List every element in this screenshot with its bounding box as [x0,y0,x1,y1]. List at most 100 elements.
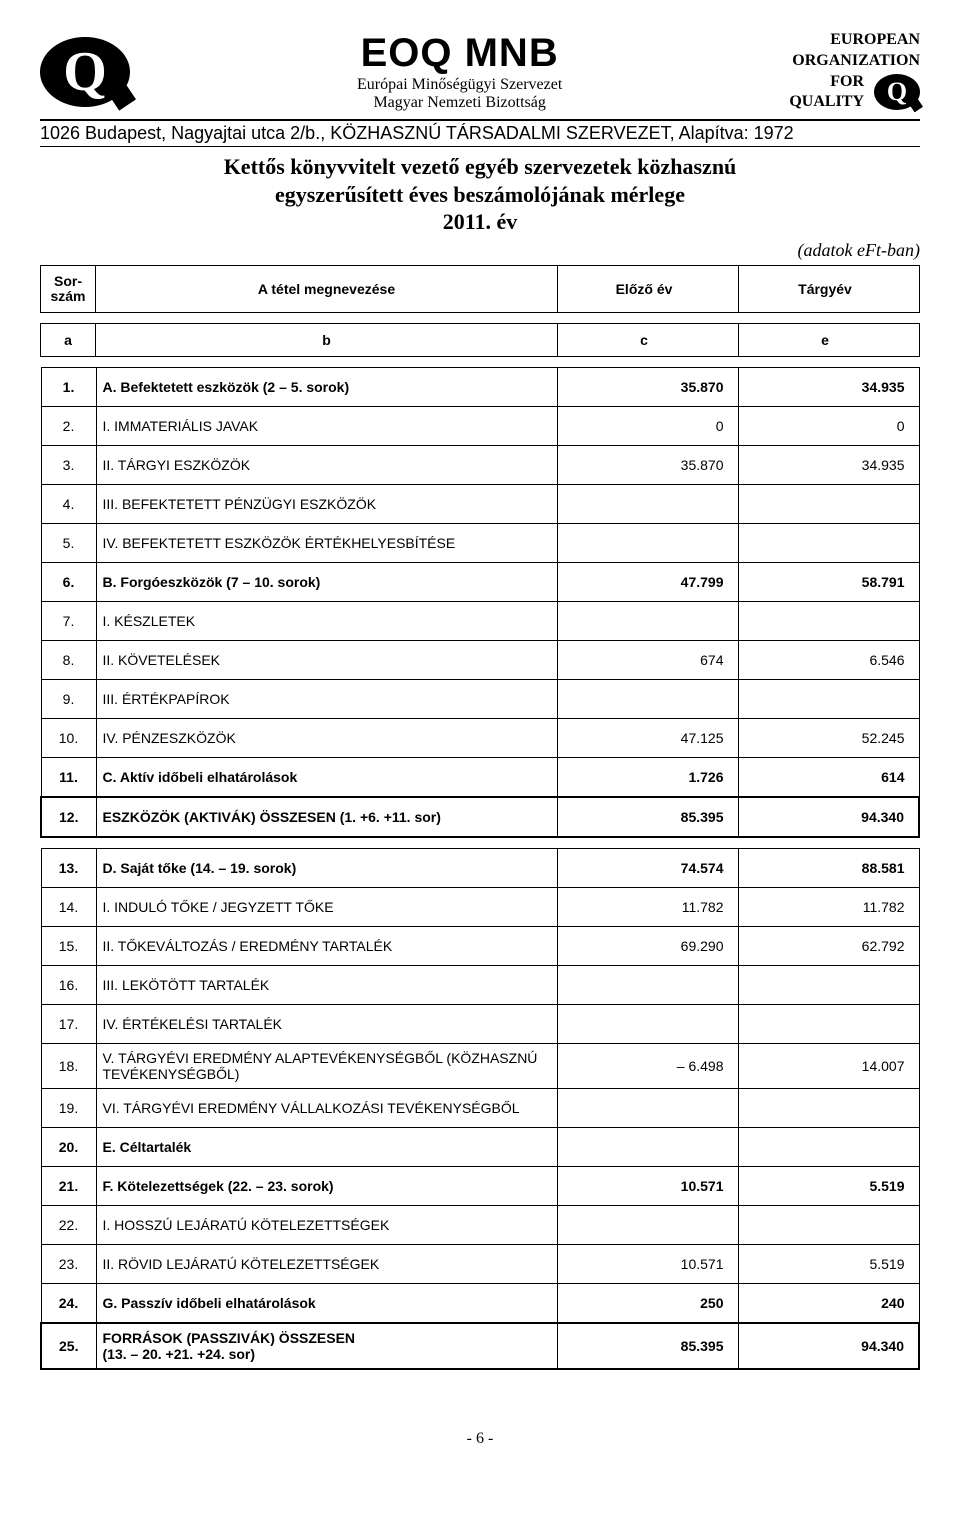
table-header-row2: a b c e [41,324,920,357]
row-number: 15. [41,927,96,966]
row-name: III. LEKÖTÖTT TARTALÉK [96,966,557,1005]
row-prev-value: 69.290 [557,927,738,966]
row-name: VI. TÁRGYÉVI EREDMÉNY VÁLLALKOZÁSI TEVÉK… [96,1089,557,1128]
logo-right-line4: QUALITY [789,92,864,113]
row-number: 9. [41,680,96,719]
row-prev-value [557,1206,738,1245]
row-number: 17. [41,1005,96,1044]
table-row: 16.III. LEKÖTÖTT TARTALÉK [41,966,919,1005]
row-name: II. TÁRGYI ESZKÖZÖK [96,446,557,485]
row-prev-value: 85.395 [557,1323,738,1369]
row-prev-value: 1.726 [557,758,738,798]
table-row: 22.I. HOSSZÚ LEJÁRATÚ KÖTELEZETTSÉGEK [41,1206,919,1245]
row-name: ESZKÖZÖK (AKTIVÁK) ÖSSZESEN (1. +6. +11.… [96,797,557,837]
row-curr-value: 11.782 [738,888,919,927]
table-row: 18.V. TÁRGYÉVI EREDMÉNY ALAPTEVÉKENYSÉGB… [41,1044,919,1089]
logo-sub2: Magyar Nemzeti Bizottság [357,94,562,112]
row-curr-value: 0 [738,407,919,446]
table-row: 1.A. Befektetett eszközök (2 – 5. sorok)… [41,368,919,407]
row-curr-value [738,1089,919,1128]
row-curr-value: 5.519 [738,1167,919,1206]
row-number: 2. [41,407,96,446]
row-curr-value: 94.340 [738,797,919,837]
table-row: 10.IV. PÉNZESZKÖZÖK47.12552.245 [41,719,919,758]
head-a: a [41,324,96,357]
row-prev-value [557,602,738,641]
row-number: 3. [41,446,96,485]
table-header-row1: Sor-szám A tétel megnevezése Előző év Tá… [41,265,920,313]
logo-main-text: EOQ MNB [357,31,562,76]
row-name: III. ÉRTÉKPAPÍROK [96,680,557,719]
row-number: 16. [41,966,96,1005]
table-row: 5.IV. BEFEKTETETT ESZKÖZÖK ÉRTÉKHELYESBÍ… [41,524,919,563]
row-curr-value: 58.791 [738,563,919,602]
row-curr-value: 94.340 [738,1323,919,1369]
row-number: 12. [41,797,96,837]
divider-thick [40,119,920,121]
row-curr-value [738,485,919,524]
table-row: 25.FORRÁSOK (PASSZIVÁK) ÖSSZESEN (13. – … [41,1323,919,1369]
row-name: II. KÖVETELÉSEK [96,641,557,680]
row-name: IV. BEFEKTETETT ESZKÖZÖK ÉRTÉKHELYESBÍTÉ… [96,524,557,563]
row-number: 23. [41,1245,96,1284]
table-row: 13.D. Saját tőke (14. – 19. sorok)74.574… [41,849,919,888]
logo-center: EOQ MNB Európai Minőségügyi Szervezet Ma… [357,31,562,112]
address-line: 1026 Budapest, Nagyajtai utca 2/b., KÖZH… [40,123,920,144]
gap-1 [40,313,920,323]
page: Q EOQ MNB Európai Minőségügyi Szervezet … [40,30,920,1448]
row-number: 18. [41,1044,96,1089]
row-number: 21. [41,1167,96,1206]
row-curr-value: 6.546 [738,641,919,680]
logo-right-line3: FOR [789,72,864,93]
row-name: I. HOSSZÚ LEJÁRATÚ KÖTELEZETTSÉGEK [96,1206,557,1245]
row-prev-value: 74.574 [557,849,738,888]
row-prev-value [557,1128,738,1167]
page-footer: - 6 - [40,1430,920,1448]
row-curr-value: 62.792 [738,927,919,966]
head-sorszam: Sor-szám [41,265,96,313]
row-name: E. Céltartalék [96,1128,557,1167]
divider-thin [40,146,920,147]
row-prev-value: 47.799 [557,563,738,602]
row-name: I. INDULÓ TŐKE / JEGYZETT TŐKE [96,888,557,927]
row-curr-value [738,524,919,563]
table-row: 3.II. TÁRGYI ESZKÖZÖK35.87034.935 [41,446,919,485]
row-name: FORRÁSOK (PASSZIVÁK) ÖSSZESEN (13. – 20.… [96,1323,557,1369]
row-name: I. KÉSZLETEK [96,602,557,641]
row-prev-value [557,485,738,524]
q-big-letter: Q [63,44,107,100]
q-small-letter: Q [887,75,907,109]
logo-right-line2: ORGANIZATION [789,51,920,72]
table-row: 2.I. IMMATERIÁLIS JAVAK00 [41,407,919,446]
doc-title: Kettős könyvvitelt vezető egyéb szerveze… [40,153,920,236]
data-table-segment: 1.A. Befektetett eszközök (2 – 5. sorok)… [40,367,920,838]
table-row: 21.F. Kötelezettségek (22. – 23. sorok)1… [41,1167,919,1206]
logo-sub1: Európai Minőségügyi Szervezet [357,76,562,94]
row-curr-value [738,680,919,719]
q-small-icon: Q [874,74,920,110]
table-body: 1.A. Befektetett eszközök (2 – 5. sorok)… [40,367,920,1370]
row-number: 25. [41,1323,96,1369]
table-row: 8.II. KÖVETELÉSEK6746.546 [41,641,919,680]
row-name: IV. PÉNZESZKÖZÖK [96,719,557,758]
row-prev-value: 85.395 [557,797,738,837]
table-row: 23.II. RÖVID LEJÁRATÚ KÖTELEZETTSÉGEK10.… [41,1245,919,1284]
head-prev: Előző év [558,265,739,313]
row-number: 13. [41,849,96,888]
table-row: 12.ESZKÖZÖK (AKTIVÁK) ÖSSZESEN (1. +6. +… [41,797,919,837]
row-curr-value [738,1005,919,1044]
row-name: G. Passzív időbeli elhatárolások [96,1284,557,1324]
table-row: 15.II. TŐKEVÁLTOZÁS / EREDMÉNY TARTALÉK6… [41,927,919,966]
row-name: II. RÖVID LEJÁRATÚ KÖTELEZETTSÉGEK [96,1245,557,1284]
row-prev-value: 0 [557,407,738,446]
row-prev-value: 35.870 [557,368,738,407]
row-number: 22. [41,1206,96,1245]
head-b: b [96,324,558,357]
q-big-icon: Q [40,37,130,107]
row-curr-value [738,966,919,1005]
row-number: 11. [41,758,96,798]
row-prev-value [557,1005,738,1044]
row-name: F. Kötelezettségek (22. – 23. sorok) [96,1167,557,1206]
row-prev-value: 10.571 [557,1245,738,1284]
table-row: 4.III. BEFEKTETETT PÉNZÜGYI ESZKÖZÖK [41,485,919,524]
